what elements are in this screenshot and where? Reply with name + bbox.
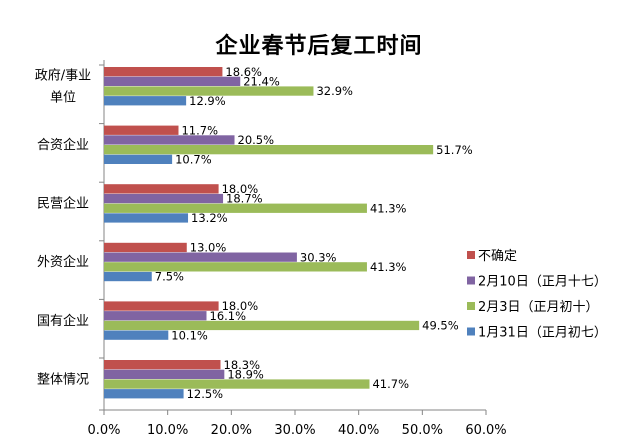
legend-swatch xyxy=(467,276,475,285)
bar xyxy=(104,145,434,155)
x-tick-label: 40.0% xyxy=(338,423,379,438)
data-label: 7.5% xyxy=(155,270,184,284)
chart-title: 企业春节后复工时间 xyxy=(215,34,423,59)
data-label: 12.5% xyxy=(187,387,224,401)
bar xyxy=(104,330,169,340)
bar xyxy=(104,154,173,164)
data-label: 49.5% xyxy=(422,319,459,333)
x-tick-label: 20.0% xyxy=(211,423,252,438)
bar xyxy=(104,389,184,399)
legend-label: 2月10日（正月十七） xyxy=(478,275,607,290)
data-label: 18.9% xyxy=(227,368,264,382)
bar xyxy=(104,369,225,379)
category-label: 国有企业 xyxy=(37,313,89,329)
bar xyxy=(104,301,219,311)
bar xyxy=(104,379,370,389)
data-label: 13.2% xyxy=(191,211,228,225)
bar xyxy=(104,135,235,145)
bar xyxy=(104,67,223,77)
bar xyxy=(104,213,189,223)
data-label: 32.9% xyxy=(316,84,353,98)
bar xyxy=(104,311,207,321)
data-label: 41.3% xyxy=(370,201,407,215)
data-label: 12.9% xyxy=(189,94,226,108)
data-label: 16.1% xyxy=(210,309,247,323)
x-tick-label: 10.0% xyxy=(147,423,188,438)
category-label: 政府/事业 xyxy=(35,68,91,83)
data-label: 10.1% xyxy=(171,328,208,342)
legend-swatch xyxy=(467,302,475,310)
bar xyxy=(104,86,314,96)
data-label: 18.7% xyxy=(226,192,263,206)
data-label: 18.0% xyxy=(222,299,259,313)
legend-swatch xyxy=(467,251,475,259)
x-tick-label: 0.0% xyxy=(87,423,120,438)
legend-label: 不确定 xyxy=(478,249,517,264)
bar xyxy=(104,203,367,213)
bar xyxy=(104,193,224,204)
data-label: 41.3% xyxy=(370,260,407,274)
data-label: 30.3% xyxy=(300,250,337,264)
data-label: 13.0% xyxy=(190,241,227,255)
legend-swatch xyxy=(467,327,475,336)
data-label: 41.7% xyxy=(372,377,409,391)
bar xyxy=(104,271,152,282)
data-label: 18.3% xyxy=(224,358,261,372)
data-label: 18.6% xyxy=(225,65,262,79)
data-label: 51.7% xyxy=(436,143,473,157)
category-label: 民营企业 xyxy=(37,196,89,212)
category-label: 合资企业 xyxy=(37,137,89,153)
bar xyxy=(104,125,179,135)
legend-label: 2月3日（正月初十） xyxy=(478,300,599,315)
data-label: 21.4% xyxy=(243,75,280,89)
x-tick-label: 60.0% xyxy=(465,423,506,438)
data-label: 11.7% xyxy=(181,123,218,137)
x-tick-label: 30.0% xyxy=(274,423,315,438)
bar xyxy=(104,242,187,253)
data-label: 18.0% xyxy=(222,182,259,196)
data-label: 20.5% xyxy=(238,133,275,147)
legend-label: 1月31日（正月初七） xyxy=(478,326,607,341)
category-label: 外资企业 xyxy=(37,254,89,270)
data-label: 10.7% xyxy=(175,153,212,167)
x-tick-label: 50.0% xyxy=(402,423,443,438)
bar xyxy=(104,252,297,262)
category-label: 单位 xyxy=(50,90,76,105)
bar xyxy=(104,184,219,194)
bar xyxy=(104,96,187,106)
bar xyxy=(104,360,221,370)
bar xyxy=(104,320,420,331)
bar xyxy=(104,76,241,86)
category-label: 整体情况 xyxy=(37,372,89,387)
bar xyxy=(104,262,367,272)
